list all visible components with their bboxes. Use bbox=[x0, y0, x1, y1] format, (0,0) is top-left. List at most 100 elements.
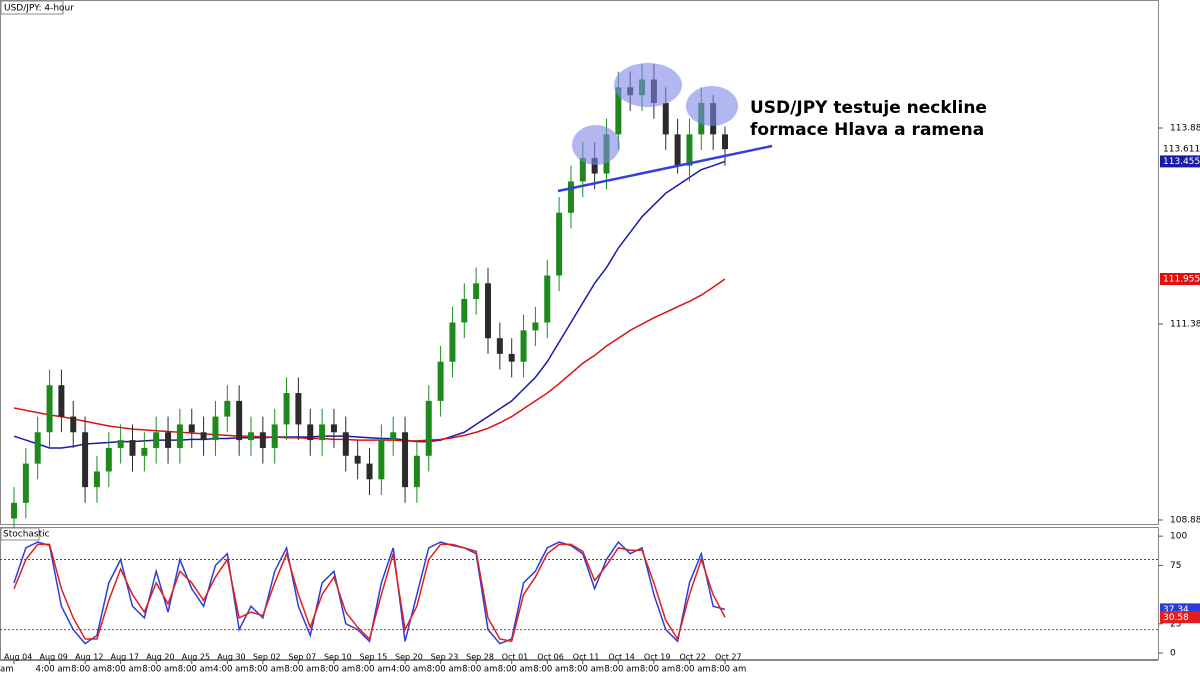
x-tick-label: Oct 27 bbox=[715, 653, 742, 662]
candle-body bbox=[129, 440, 136, 456]
candle-body bbox=[200, 432, 207, 441]
x-time-label: 8:00 am bbox=[462, 665, 497, 675]
candle-body bbox=[46, 385, 53, 433]
candle-body bbox=[307, 424, 314, 441]
candle-body bbox=[11, 502, 17, 519]
x-time-label: 8:00 am bbox=[356, 665, 391, 675]
candle-body bbox=[117, 440, 124, 448]
annotation: formace Hlava a ramena bbox=[750, 120, 984, 140]
candle-body bbox=[579, 157, 586, 182]
y-tick-label: 25 bbox=[1170, 619, 1181, 629]
candle-body bbox=[153, 432, 160, 448]
plot-layer: 108.881 111.381 113.881 Aug 04 am Aug 09 4:00 … bbox=[0, 63, 1200, 675]
x-time-label: 8:00 am bbox=[142, 665, 177, 675]
x-tick-label: Sep 07 bbox=[288, 653, 316, 662]
title-box bbox=[0, 0, 64, 15]
candle-body bbox=[259, 432, 266, 448]
x-time-label: 8:00 am bbox=[604, 665, 639, 675]
candle-body bbox=[473, 283, 480, 299]
candle-body bbox=[674, 134, 681, 166]
x-tick-label: Sep 28 bbox=[466, 653, 494, 662]
main-frame bbox=[0, 0, 1159, 525]
price-label: 113.611 bbox=[1163, 145, 1200, 155]
x-time-label: 8:00 am bbox=[498, 665, 533, 675]
x-time-label: am bbox=[0, 665, 14, 675]
price-label-box bbox=[1160, 155, 1200, 168]
candle-body bbox=[686, 134, 693, 166]
price-label: 30.58 bbox=[1163, 613, 1189, 623]
x-tick-label: Sep 02 bbox=[253, 653, 281, 662]
stoch-frame bbox=[0, 527, 1159, 660]
candle-body bbox=[390, 432, 397, 441]
stoch-title-box bbox=[0, 527, 40, 541]
candle-body bbox=[485, 283, 491, 339]
x-time-label: 8:00 am bbox=[569, 665, 604, 675]
x-tick-label: Oct 22 bbox=[679, 653, 706, 662]
candle-body bbox=[556, 212, 563, 276]
candle-body bbox=[236, 400, 243, 441]
annotation: USD/JPY testuje neckline bbox=[750, 98, 987, 118]
candle-body bbox=[449, 322, 456, 362]
x-tick-label: Sep 20 bbox=[395, 653, 423, 662]
x-tick-label: Aug 17 bbox=[111, 653, 139, 662]
x-time-label: 8:00 am bbox=[284, 665, 319, 675]
price-label: 111.955 bbox=[1163, 275, 1200, 285]
neckline bbox=[557, 144, 773, 193]
price-label-box bbox=[1160, 273, 1200, 286]
candle-body bbox=[248, 432, 254, 441]
candle-body bbox=[58, 385, 65, 417]
candle-body bbox=[34, 432, 41, 464]
candle-body bbox=[402, 432, 409, 488]
candle-body bbox=[271, 424, 278, 448]
x-time-label: 8:00 am bbox=[711, 665, 746, 675]
candle-body bbox=[461, 298, 468, 323]
candle-body bbox=[330, 424, 337, 433]
x-time-label: 4:00 am bbox=[391, 665, 426, 675]
x-tick-label: Aug 30 bbox=[217, 653, 245, 662]
shoulder-right bbox=[686, 86, 738, 126]
candle-body bbox=[413, 455, 420, 488]
x-time-label: 8:00 am bbox=[675, 665, 710, 675]
y-tick-label: 111.381 bbox=[1170, 319, 1200, 329]
x-time-label: 4:00 am bbox=[213, 665, 248, 675]
x-tick-label: Oct 19 bbox=[644, 653, 671, 662]
candle-body bbox=[141, 447, 148, 456]
x-time-label: 8:00 am bbox=[71, 665, 106, 675]
candle-body bbox=[319, 424, 326, 441]
shoulder-left bbox=[572, 125, 620, 165]
candle-body bbox=[378, 440, 385, 480]
candle-body bbox=[82, 432, 89, 488]
candle-body bbox=[544, 275, 551, 323]
x-time-label: 8:00 am bbox=[249, 665, 284, 675]
candle-body bbox=[70, 416, 77, 433]
y-tick-label: 75 bbox=[1170, 561, 1181, 571]
indicator-line bbox=[13, 543, 726, 643]
candle-body bbox=[366, 463, 373, 480]
x-tick-label: Aug 25 bbox=[182, 653, 210, 662]
x-time-label: 8:00 am bbox=[427, 665, 462, 675]
candle-body bbox=[615, 87, 622, 135]
x-time-label: 8:00 am bbox=[640, 665, 675, 675]
x-tick-label: Sep 10 bbox=[324, 653, 352, 662]
candle-body bbox=[591, 157, 598, 174]
x-time-label: 8:00 am bbox=[178, 665, 213, 675]
x-tick-label: Sep 23 bbox=[431, 653, 459, 662]
chart-title: USD/JPY: 4-hour bbox=[4, 4, 74, 14]
price-label: 37.34 bbox=[1163, 605, 1189, 615]
candle-body bbox=[176, 424, 183, 448]
candle-body bbox=[188, 424, 195, 433]
candle-body bbox=[496, 338, 503, 354]
price-label: 113.455 bbox=[1163, 157, 1200, 167]
candle-body bbox=[212, 416, 219, 441]
y-tick-label: 100 bbox=[1170, 532, 1187, 542]
indicator-line bbox=[13, 540, 726, 645]
x-tick-label: Oct 14 bbox=[608, 653, 635, 662]
candle-body bbox=[342, 432, 349, 456]
candle-body bbox=[722, 134, 728, 150]
x-tick-label: Oct 11 bbox=[573, 653, 600, 662]
candle-body bbox=[105, 447, 112, 472]
candle-body bbox=[93, 471, 100, 488]
stoch-title: Stochastic bbox=[3, 530, 50, 540]
